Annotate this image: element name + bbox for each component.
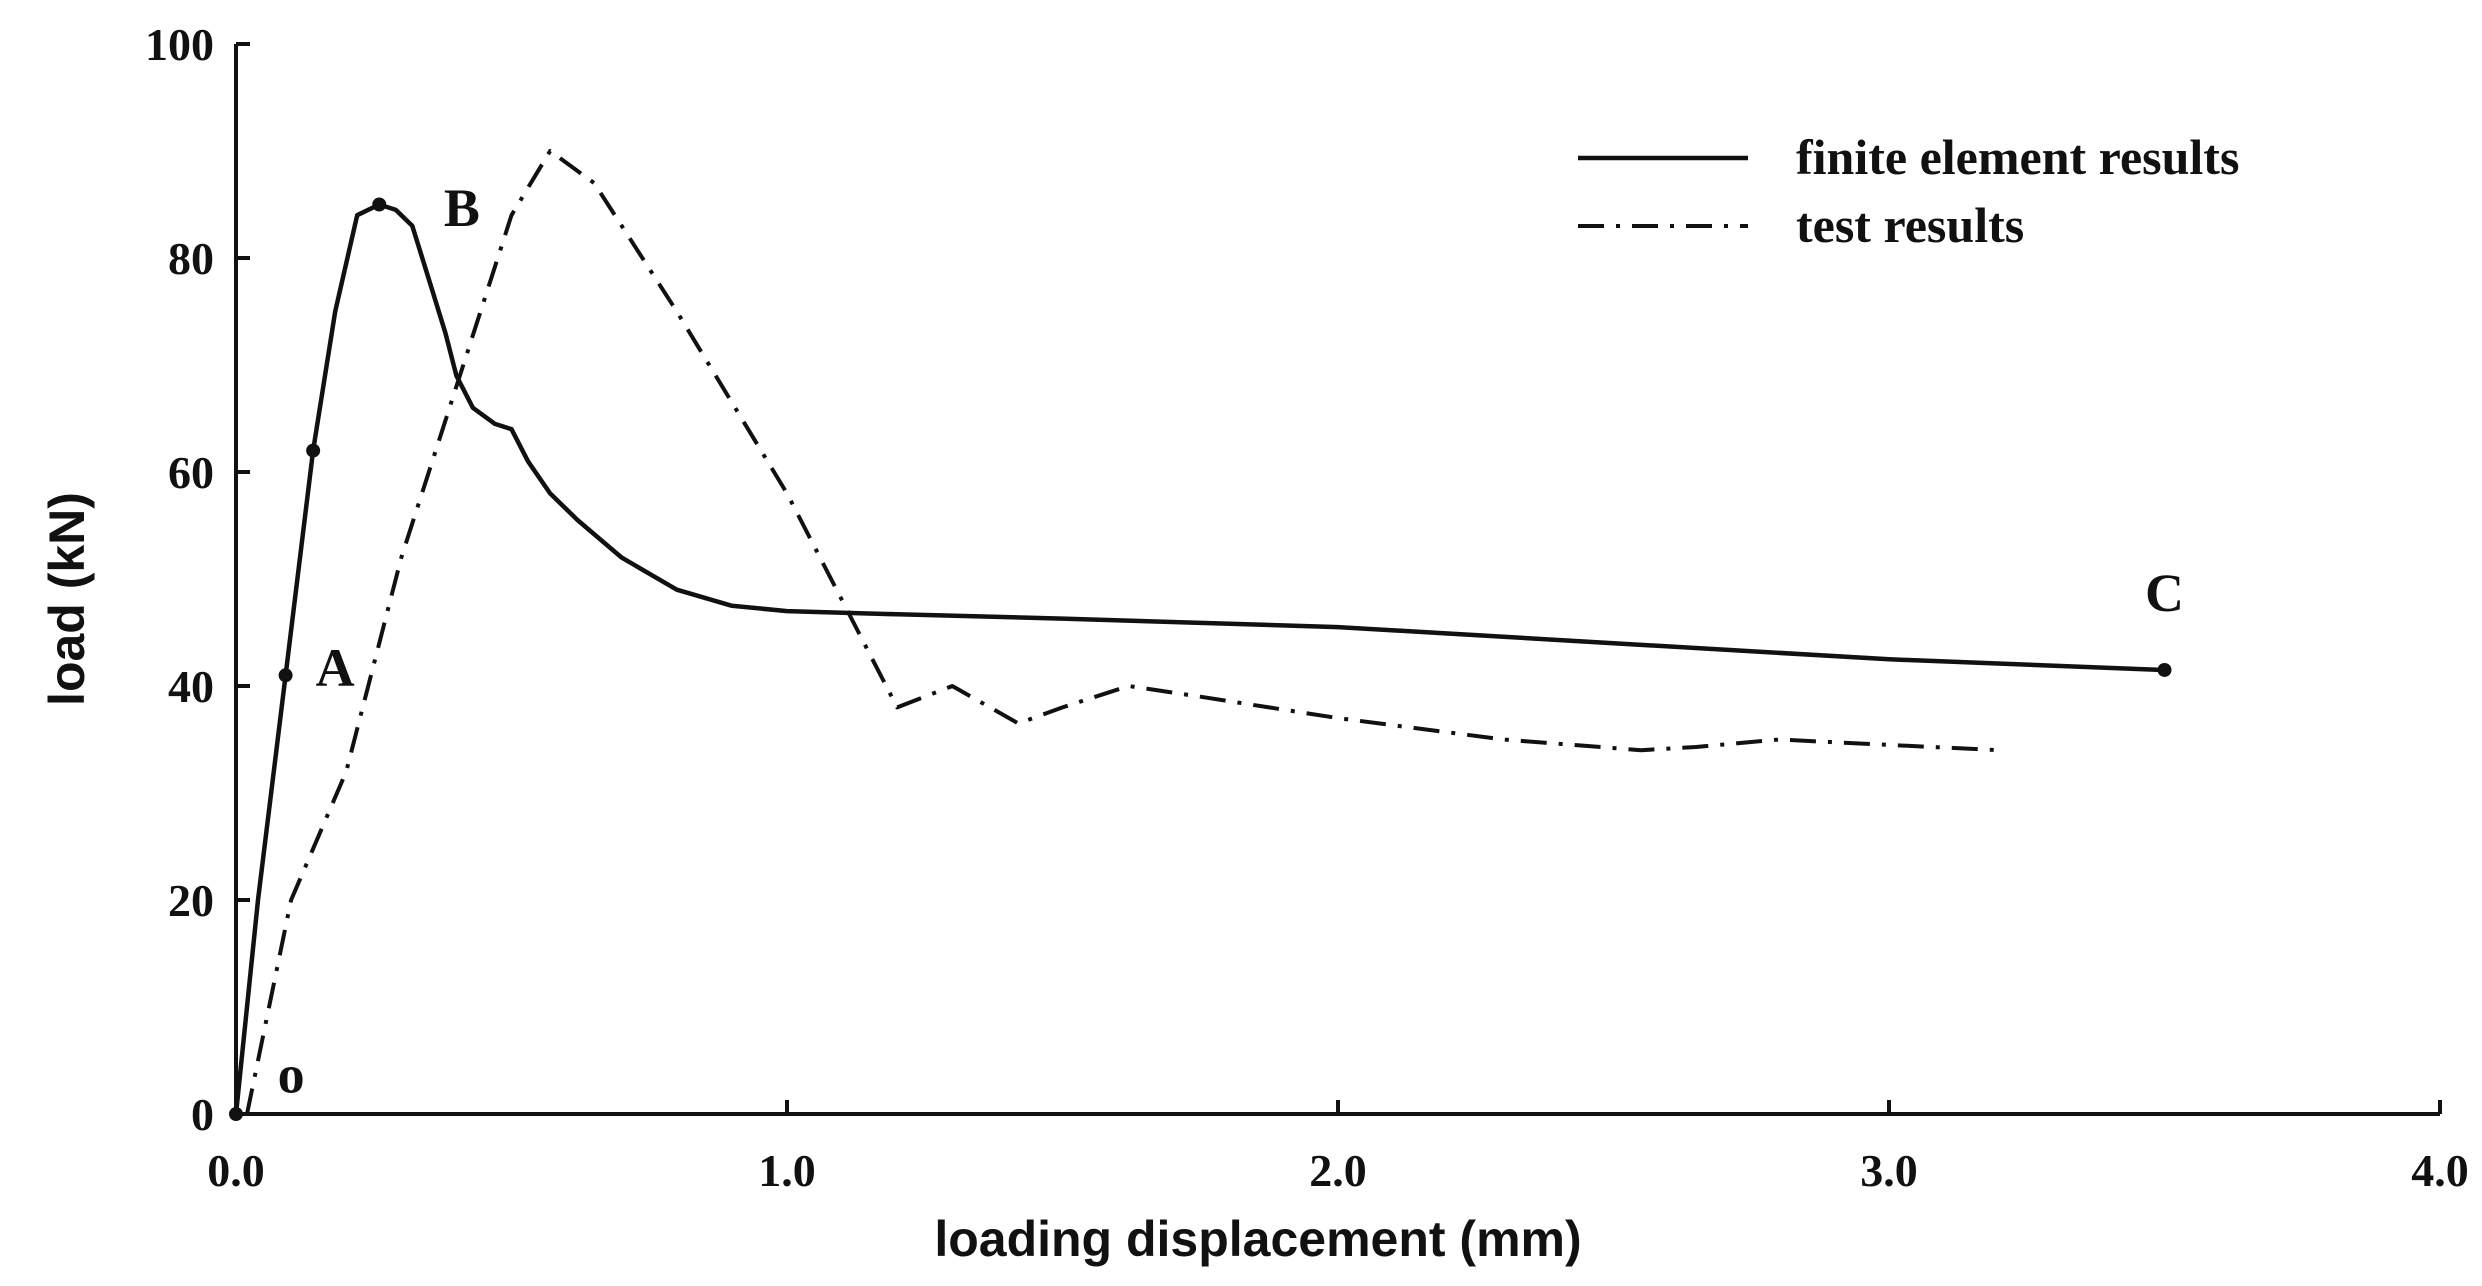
point-label-C: C	[2145, 563, 2184, 623]
series-line-finite-element	[233, 202, 2167, 1117]
x-tick-label: 1.0	[758, 1145, 816, 1196]
point-label-o: o	[278, 1045, 305, 1105]
point-label-B: B	[444, 178, 480, 238]
x-tick-label: 2.0	[1309, 1145, 1367, 1196]
series-layer	[229, 149, 2172, 1121]
x-tick-label: 0.0	[207, 1145, 265, 1196]
y-tick-label: 80	[168, 233, 214, 284]
data-point-marker	[278, 668, 293, 683]
data-point-marker	[2157, 662, 2172, 677]
legend-label-test: test results	[1796, 197, 2024, 253]
point-label-A: A	[316, 638, 355, 698]
series-line-test	[245, 149, 2000, 1115]
annotations: o A B C	[278, 178, 2184, 1105]
y-tick-label: 60	[168, 447, 214, 498]
y-axis-title: load (kN)	[39, 492, 95, 706]
x-tick-label: 3.0	[1860, 1145, 1918, 1196]
data-point-marker	[306, 443, 321, 458]
x-axis-title: loading displacement (mm)	[934, 1211, 1581, 1267]
y-tick-label: 100	[145, 19, 214, 70]
y-tick-label: 40	[168, 661, 214, 712]
data-point-marker	[229, 1107, 243, 1121]
y-tick-label: 20	[168, 875, 214, 926]
legend: finite element results test results	[1578, 129, 2239, 253]
y-tick-label: 0	[191, 1089, 214, 1140]
axes: 0.0 1.0 2.0 3.0 4.0 0 20 40 60 80 100 loading displ…	[39, 19, 2469, 1267]
legend-label-finite-element: finite element results	[1796, 129, 2239, 185]
x-tick-label: 4.0	[2411, 1145, 2469, 1196]
data-point-marker	[372, 197, 387, 212]
